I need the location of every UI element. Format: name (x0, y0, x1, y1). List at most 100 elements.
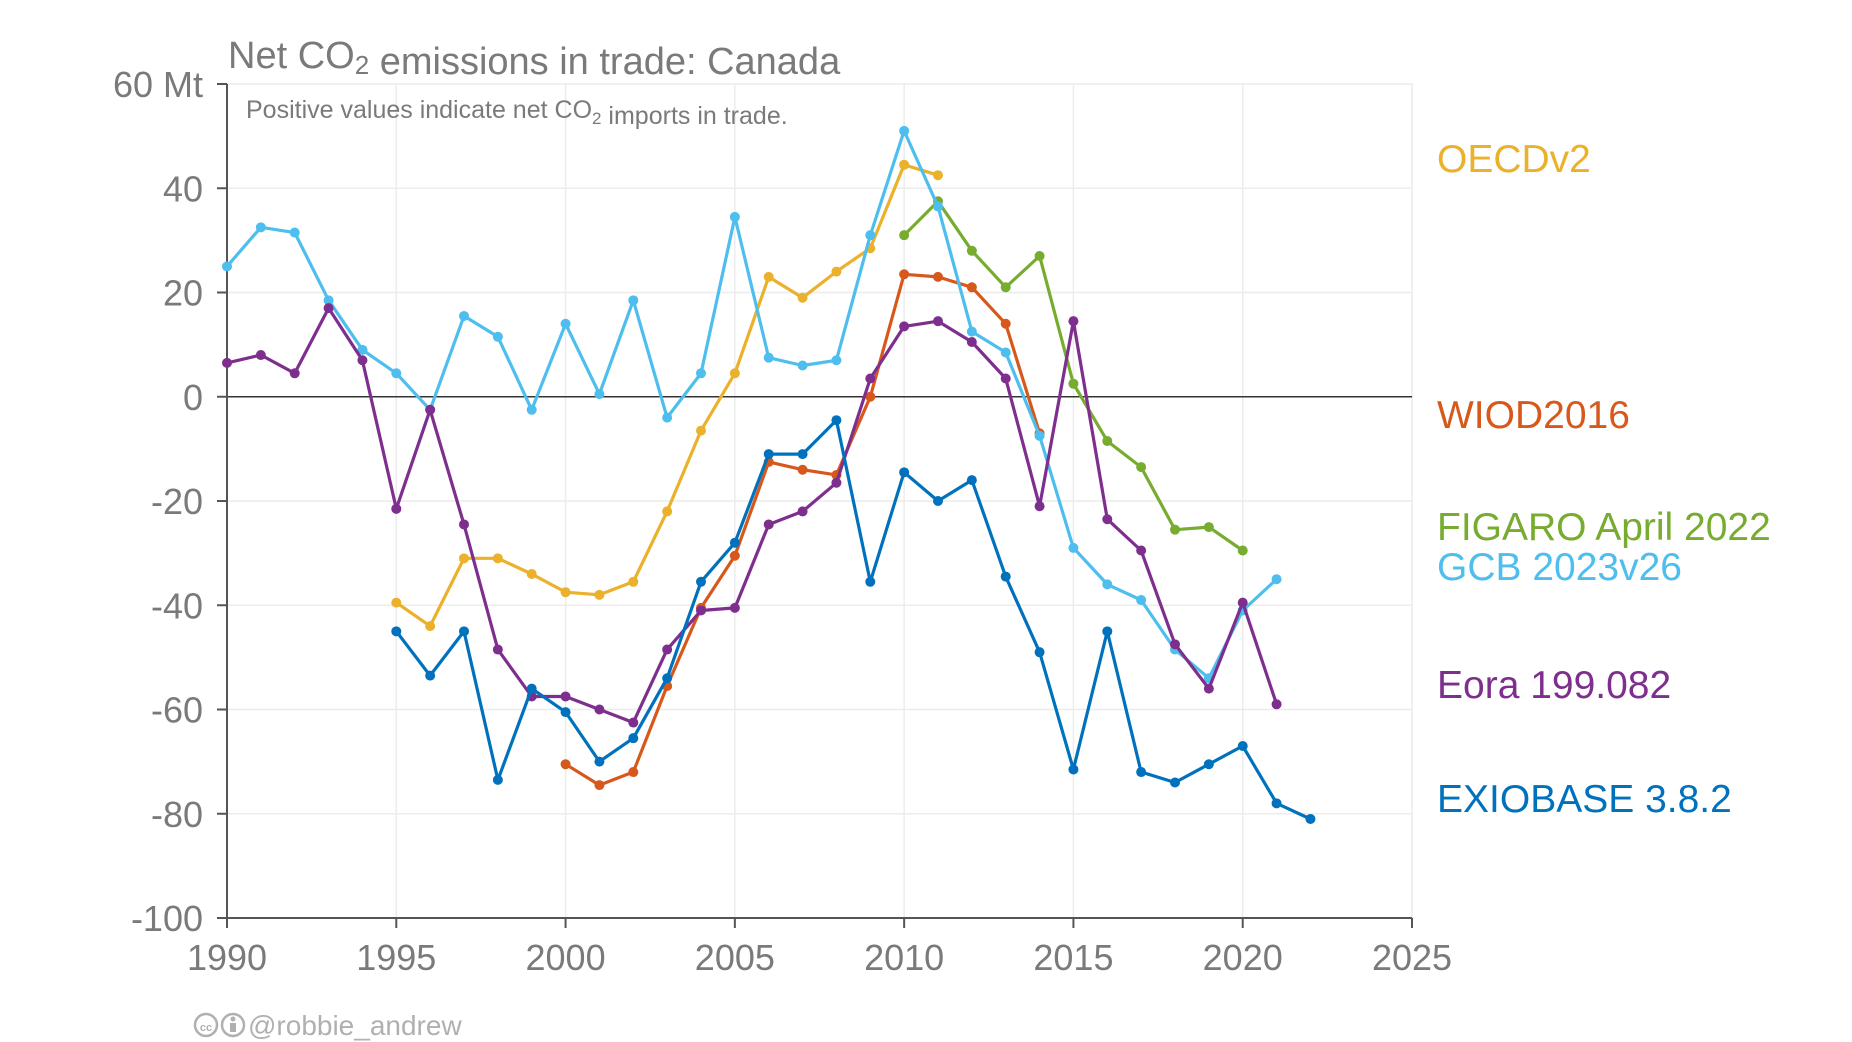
data-point (594, 589, 605, 600)
legend-entry: EXIOBASE 3.8.2 (1437, 778, 1732, 821)
x-tick-labels: 1990 1995 2000 2005 2010 2015 2020 2025 (187, 937, 1452, 978)
data-point (831, 355, 842, 366)
data-point (357, 344, 368, 355)
data-point (797, 449, 808, 460)
data-point (459, 626, 469, 637)
data-point (391, 626, 402, 637)
data-point (289, 227, 300, 238)
data-point (323, 295, 334, 306)
data-point (729, 537, 740, 548)
data-point (1034, 251, 1045, 262)
data-point (865, 576, 876, 587)
data-point (763, 352, 774, 363)
data-point (459, 310, 469, 321)
x-tick-label: 2020 (1203, 937, 1283, 978)
data-point (831, 415, 842, 426)
data-point (763, 449, 774, 460)
data-point (831, 266, 842, 277)
data-point (899, 321, 910, 332)
data-point (492, 331, 503, 342)
data-point (966, 475, 977, 486)
data-point (459, 553, 469, 564)
legend-entry: WIOD2016 (1437, 394, 1630, 437)
data-point (1102, 626, 1113, 637)
series-line-wiod2016 (563, 272, 1042, 787)
data-point (899, 269, 910, 280)
data-point (797, 506, 808, 517)
series-line-gcb-2023v26 (225, 129, 1279, 680)
data-point (1000, 318, 1011, 329)
data-point (1203, 522, 1214, 533)
legend-entry: Eora 199.082 (1437, 664, 1671, 707)
data-point (696, 576, 706, 587)
data-point (628, 733, 639, 744)
data-point (729, 211, 740, 222)
data-point (1136, 462, 1147, 473)
data-point (899, 230, 910, 241)
data-point (1203, 759, 1214, 770)
data-point (797, 292, 808, 303)
x-tick-label: 2005 (695, 937, 775, 978)
data-point (1034, 647, 1045, 658)
y-tick-label: -100 (131, 898, 203, 939)
data-point (1136, 545, 1147, 556)
data-point (526, 404, 537, 415)
series-lines (222, 125, 1316, 824)
data-point (797, 464, 808, 475)
cc-license-icon: cc (193, 1012, 219, 1038)
svg-text:cc: cc (200, 1022, 212, 1034)
data-point (865, 373, 876, 384)
data-point (1068, 764, 1079, 775)
data-point (459, 519, 469, 530)
data-point (1068, 378, 1079, 389)
data-point (1170, 639, 1180, 650)
data-point (729, 368, 740, 379)
data-point (662, 412, 673, 423)
data-point (323, 303, 334, 314)
data-point (696, 368, 706, 379)
data-point (560, 707, 571, 718)
series-eora-199-082 (222, 303, 1282, 728)
data-point (560, 318, 571, 329)
data-point (628, 767, 639, 778)
data-point (1068, 542, 1079, 553)
y-tick-label: -60 (151, 690, 203, 731)
series-wiod2016 (560, 269, 1045, 791)
data-point (391, 597, 402, 608)
data-point (594, 756, 605, 767)
y-axis-unit-label: 60 Mt (113, 64, 203, 105)
y-tick-label: 40 (163, 168, 203, 209)
x-tick-label: 2010 (864, 937, 944, 978)
data-point (899, 125, 910, 136)
data-point (729, 602, 740, 613)
data-point (1271, 574, 1282, 585)
data-point (933, 271, 943, 282)
y-tick-label: 20 (163, 273, 203, 314)
data-point (222, 261, 232, 272)
data-point (763, 271, 774, 282)
data-point (865, 391, 876, 402)
data-point (1271, 699, 1282, 710)
data-point (662, 644, 673, 655)
data-point (966, 282, 977, 293)
data-point (594, 780, 605, 791)
y-tick-labels: -100 -80 -60 -40 -20 0 20 40 60 Mt (113, 64, 203, 939)
data-point (1305, 813, 1316, 824)
data-point (1237, 545, 1248, 556)
data-point (933, 170, 943, 181)
data-point (1203, 683, 1214, 694)
data-point (628, 295, 639, 306)
data-point (662, 506, 673, 517)
data-point (560, 691, 571, 702)
data-point (865, 230, 876, 241)
x-tick-label: 1995 (356, 937, 436, 978)
data-point (1136, 595, 1147, 606)
attribution-icon (220, 1012, 246, 1038)
x-tick-label: 2015 (1033, 937, 1113, 978)
data-point (1000, 373, 1011, 384)
series-line-exiobase-3-8-2 (394, 418, 1313, 821)
y-tick-label: -80 (151, 794, 203, 835)
series-line-oecdv2 (394, 163, 940, 628)
data-point (391, 368, 402, 379)
